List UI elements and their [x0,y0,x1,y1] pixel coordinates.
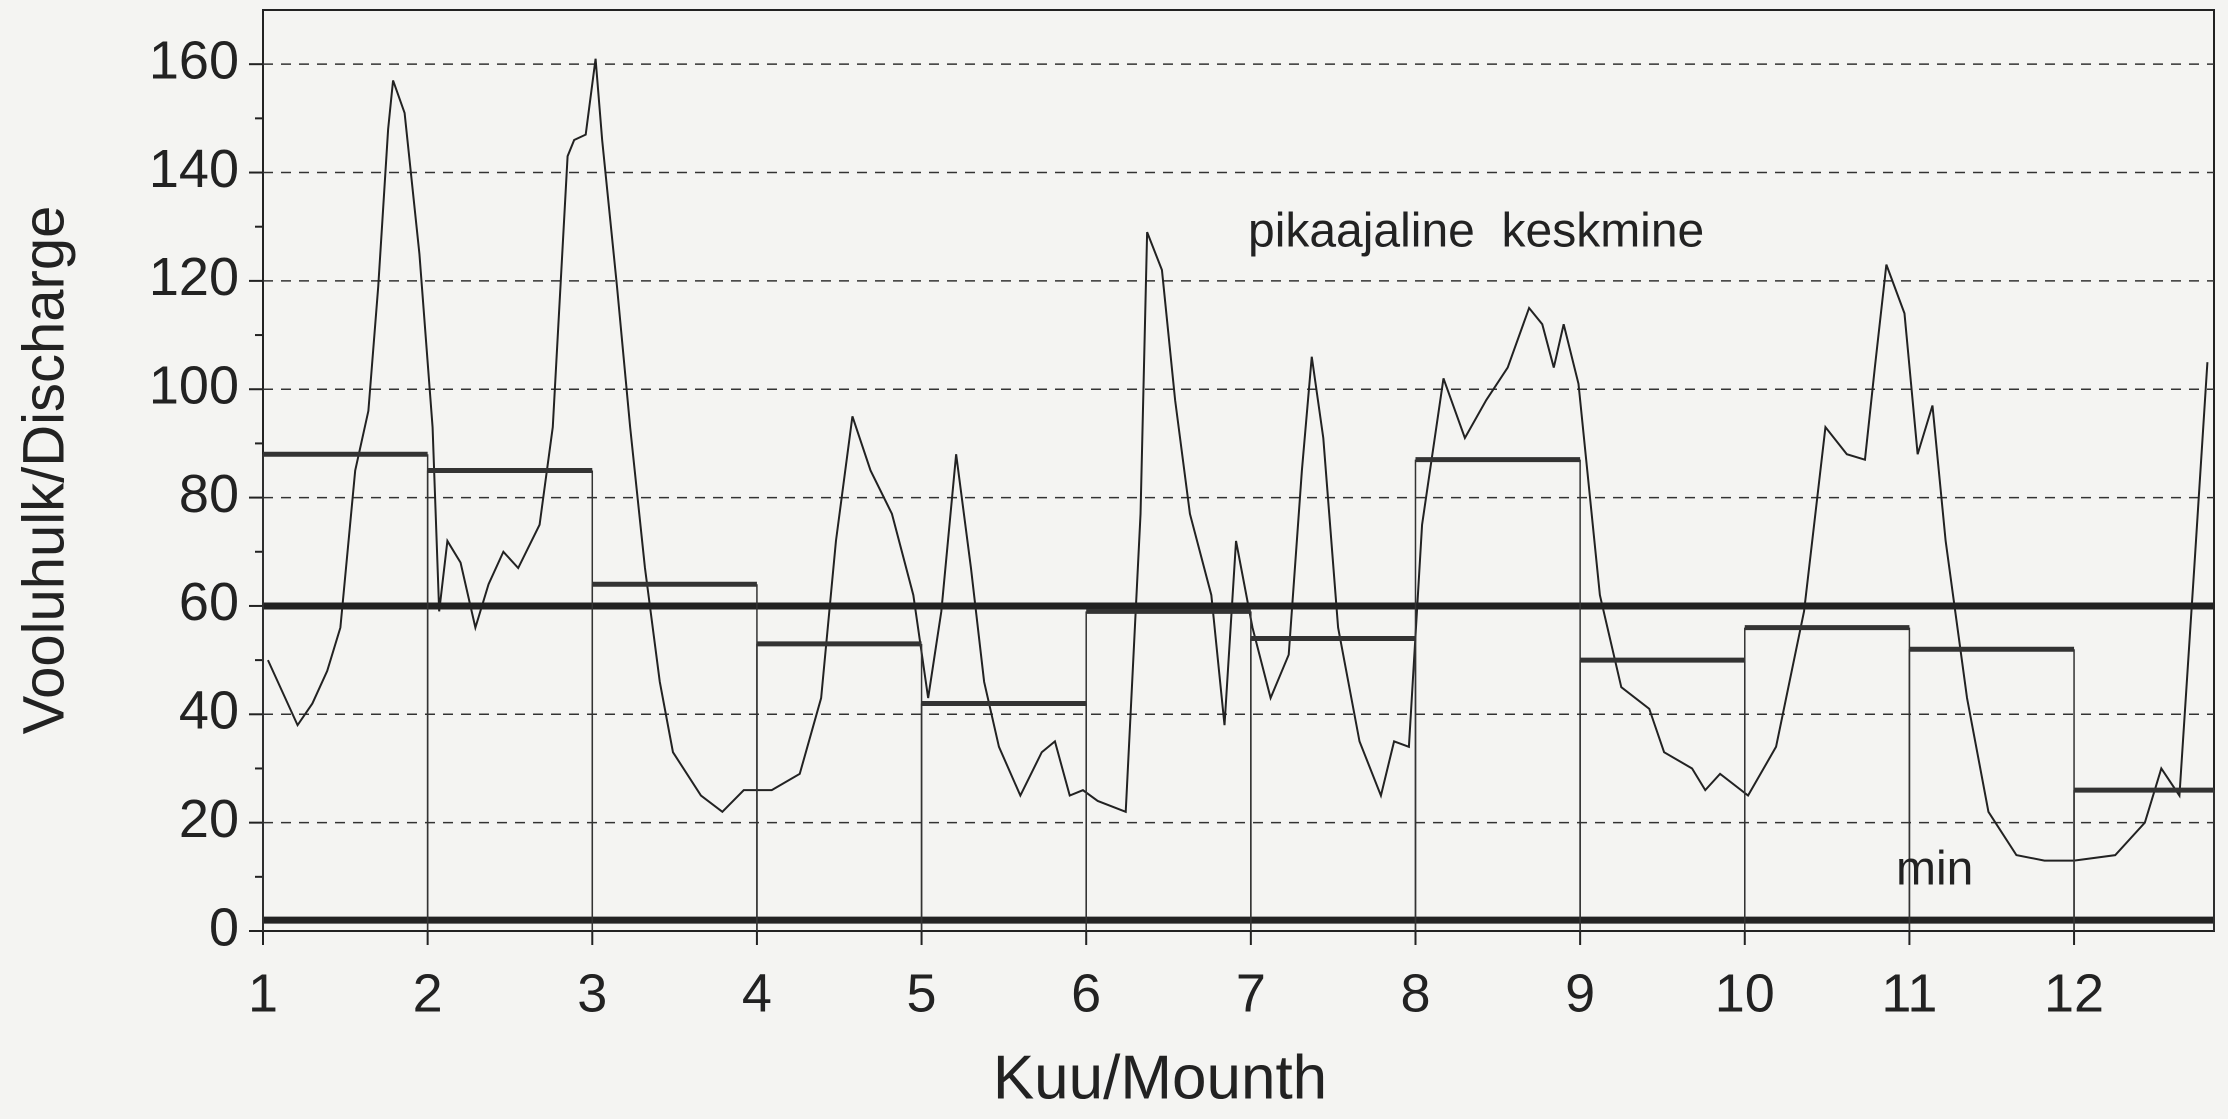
monthly-mean-outline [1085,611,1252,931]
y-tick-label: 20 [179,789,239,849]
monthly-mean-outline [1414,459,1581,931]
annotation: min [1896,843,1973,896]
y-axis-label: Vooluhulk/Discharge [11,206,76,735]
y-tick-label: 140 [149,139,239,199]
monthly-mean-outline [1579,660,1746,931]
x-tick-label: 7 [1236,963,1266,1023]
x-tick-label: 11 [1881,963,1937,1023]
y-tick-label: 120 [149,247,239,307]
x-tick-label: 2 [413,963,443,1023]
annotation: pikaajaline keskmine [1248,205,1704,258]
monthly-mean-outline [591,584,758,931]
x-tick-label: 5 [907,963,937,1023]
monthly-mean-outline [426,470,594,931]
x-tick-label: 6 [1071,963,1101,1023]
x-tick-label: 8 [1400,963,1430,1023]
x-tick-label: 3 [577,963,607,1023]
discharge-line [267,58,2209,862]
monthly-mean-outline [1744,627,1911,931]
monthly-mean-outline [756,643,923,931]
y-tick-label: 80 [179,464,239,524]
monthly-mean-outline [1250,638,1417,931]
monthly-mean-outline [262,454,429,931]
x-axis-label: Kuu/Mounth [993,1043,1327,1112]
x-tick-label: 10 [1715,963,1775,1023]
y-tick-label: 160 [149,30,239,90]
x-tick-label: 12 [2044,963,2104,1023]
x-tick-label: 4 [742,963,772,1023]
y-tick-label: 40 [179,681,239,741]
monthly-mean-outline [920,703,1087,931]
x-tick-label: 9 [1565,963,1595,1023]
monthly-mean-outline [2073,790,2215,931]
y-tick-label: 100 [149,356,239,416]
y-tick-label: 60 [179,572,239,632]
y-tick-label: 0 [209,897,239,957]
x-tick-label: 1 [248,963,278,1023]
